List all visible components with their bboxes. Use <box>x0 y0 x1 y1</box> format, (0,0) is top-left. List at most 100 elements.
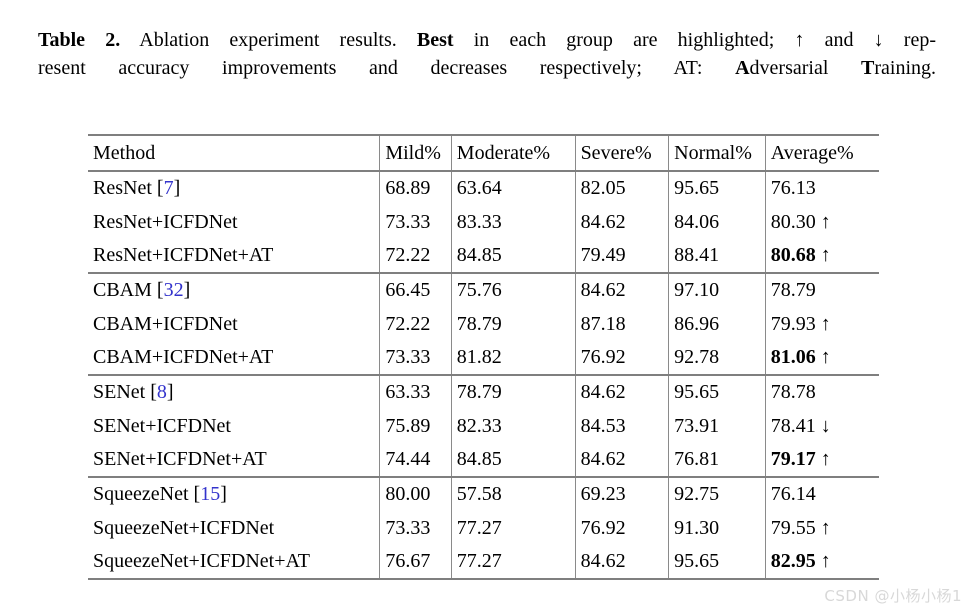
method-name: CBAM+ICFDNet <box>93 312 238 335</box>
cell-method: CBAM [32] <box>93 279 191 301</box>
up-arrow-icon: ↑ <box>815 346 831 368</box>
caption-text: raining. <box>874 57 936 79</box>
table-row: SENet+ICFDNet 75.89 82.33 84.53 73.91 78.41 ↓ <box>88 409 879 443</box>
cell-moderate: 84.85 <box>450 443 576 477</box>
average-value: 81.06 <box>770 346 816 368</box>
cell-normal: 97.10 <box>668 273 766 307</box>
method-name: ResNet+ICFDNet <box>93 210 238 233</box>
cell-normal: 95.65 <box>668 171 766 205</box>
cell-method: ResNet [7] <box>93 177 181 199</box>
cell-moderate: 78.79 <box>450 307 576 341</box>
table-caption: Table 2. Ablation experiment results. Be… <box>38 26 936 82</box>
cell-moderate: 82.33 <box>450 409 576 443</box>
cell-average: 79.93 ↑ <box>764 307 879 341</box>
table-row: SqueezeNet+ICFDNet+AT 76.67 77.27 84.62 95.6… <box>88 545 879 579</box>
cell-mild: 66.45 <box>379 273 452 307</box>
cell-mild: 72.22 <box>379 239 452 273</box>
method-name: ResNet <box>93 177 152 199</box>
cell-average: 80.30 ↑ <box>764 205 879 239</box>
up-arrow-icon: ↑ <box>815 312 831 335</box>
citation-link[interactable]: 15 <box>200 483 221 505</box>
cell-moderate: 77.27 <box>450 511 576 545</box>
cell-method: SqueezeNet [15] <box>93 483 227 505</box>
average-value: 78.41 <box>770 414 816 437</box>
cell-moderate: 77.27 <box>450 545 576 579</box>
table-group-4: SqueezeNet [15] 80.00 57.58 69.23 92.75 76.14… <box>88 477 879 579</box>
cell-average: 79.17 ↑ <box>764 443 879 477</box>
table-row: ResNet+ICFDNet 73.33 83.33 84.62 84.06 80.30 … <box>88 205 879 239</box>
cell-average: 76.14 <box>764 477 879 511</box>
cell-method: ResNet+ICFDNet <box>88 205 380 239</box>
table-row: SENet [8] 63.33 78.79 84.62 95.65 78.78 <box>88 375 879 409</box>
table-row: SqueezeNet+ICFDNet 73.33 77.27 76.92 91.30 79… <box>88 511 879 545</box>
cell-average: 78.79 <box>764 273 879 307</box>
average-value: 79.55 <box>770 516 816 539</box>
cell-severe: 82.05 <box>574 171 669 205</box>
cell-normal: 95.65 <box>668 545 766 579</box>
table-group-1: ResNet [7] 68.89 63.64 82.05 95.65 76.13 ResNe… <box>88 171 879 273</box>
cell-mild: 73.33 <box>379 205 452 239</box>
watermark: CSDN @小杨小杨1 <box>824 587 962 605</box>
method-name: CBAM <box>93 279 152 301</box>
caption-line-1: Table 2. Ablation experiment results. Be… <box>38 26 936 54</box>
table-header: Method Mild% Moderate% Severe% Normal% Averag… <box>88 135 879 171</box>
average-value: 80.30 <box>770 210 816 233</box>
cell-moderate: 78.79 <box>450 375 576 409</box>
col-header-mild: Mild% <box>379 135 452 171</box>
method-name: SqueezeNet+ICFDNet <box>93 516 275 539</box>
citation-link[interactable]: 8 <box>156 381 167 403</box>
table-row: SENet+ICFDNet+AT 74.44 84.85 84.62 76.81 79.1… <box>88 443 879 477</box>
method-name: CBAM+ICFDNet+AT <box>93 346 274 368</box>
table-row: CBAM+ICFDNet 72.22 78.79 87.18 86.96 79.93 ↑ <box>88 307 879 341</box>
cell-severe: 76.92 <box>574 511 669 545</box>
cell-mild: 75.89 <box>379 409 452 443</box>
col-header-average: Average% <box>764 135 879 171</box>
cell-severe: 79.49 <box>574 239 669 273</box>
average-value: 80.68 <box>770 244 816 266</box>
cell-severe: 84.53 <box>574 409 669 443</box>
average-value: 76.14 <box>770 483 816 505</box>
cell-moderate: 75.76 <box>450 273 576 307</box>
cell-average: 81.06 ↑ <box>764 341 879 375</box>
up-arrow-icon: ↑ <box>815 244 831 266</box>
cell-moderate: 83.33 <box>450 205 576 239</box>
average-value: 79.17 <box>770 448 816 470</box>
cell-average: 76.13 <box>764 171 879 205</box>
citation-link[interactable]: 32 <box>163 279 184 301</box>
cell-severe: 84.62 <box>574 545 669 579</box>
cell-normal: 76.81 <box>668 443 766 477</box>
caption-bold-text: Best <box>416 29 454 51</box>
caption-text: resent accuracy improvements and decreas… <box>38 57 736 79</box>
method-name: SENet+ICFDNet+AT <box>93 448 267 470</box>
cell-severe: 87.18 <box>574 307 669 341</box>
cell-method: CBAM+ICFDNet+AT <box>88 341 380 375</box>
cell-moderate: 57.58 <box>450 477 576 511</box>
cell-average: 80.68 ↑ <box>764 239 879 273</box>
cell-method: CBAM+ICFDNet <box>88 307 380 341</box>
method-name: SqueezeNet <box>93 483 189 505</box>
cell-moderate: 63.64 <box>450 171 576 205</box>
cell-normal: 84.06 <box>668 205 766 239</box>
cell-normal: 86.96 <box>668 307 766 341</box>
cell-normal: 92.78 <box>668 341 766 375</box>
table-row: ResNet+ICFDNet+AT 72.22 84.85 79.49 88.41 80.… <box>88 239 879 273</box>
up-arrow-icon: ↑ <box>815 210 831 233</box>
cell-severe: 84.62 <box>574 205 669 239</box>
average-value: 79.93 <box>770 312 816 335</box>
col-header-method: Method <box>93 141 156 164</box>
cell-average: 79.55 ↑ <box>764 511 879 545</box>
up-arrow-icon: ↑ <box>815 550 831 572</box>
cell-normal: 73.91 <box>668 409 766 443</box>
citation-link[interactable]: 7 <box>163 177 174 199</box>
cell-normal: 92.75 <box>668 477 766 511</box>
cell-normal: 95.65 <box>668 375 766 409</box>
method-name: SENet <box>93 381 146 403</box>
cell-method: SENet+ICFDNet <box>88 409 380 443</box>
table-group-3: SENet [8] 63.33 78.79 84.62 95.65 78.78 SENet+… <box>88 375 879 477</box>
up-arrow-icon: ↑ <box>815 448 831 470</box>
cell-moderate: 84.85 <box>450 239 576 273</box>
average-value: 82.95 <box>770 550 816 572</box>
caption-bold-text: Table 2. <box>38 29 121 51</box>
cell-mild: 80.00 <box>379 477 452 511</box>
cell-severe: 84.62 <box>574 375 669 409</box>
